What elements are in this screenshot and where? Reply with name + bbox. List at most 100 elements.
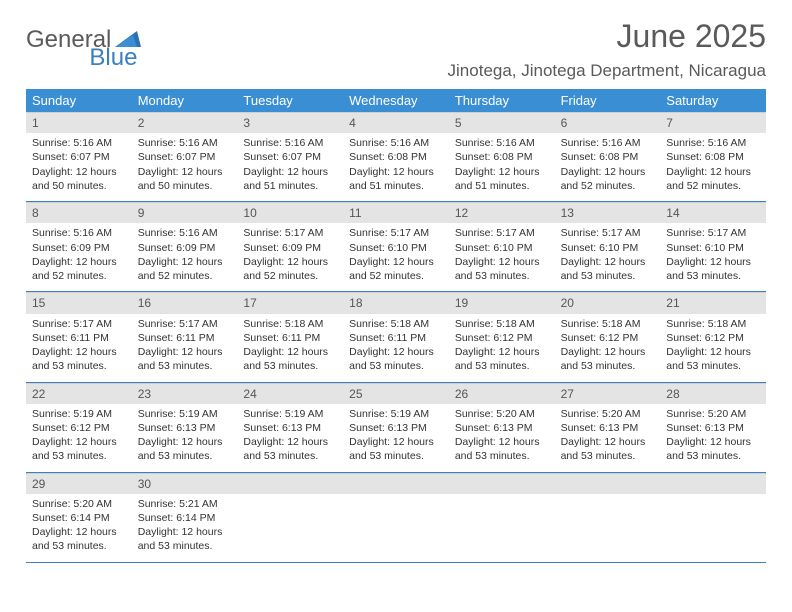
sunset-text: Sunset: 6:07 PM bbox=[243, 150, 337, 164]
sunrise-text: Sunrise: 5:18 AM bbox=[455, 317, 549, 331]
day-body: Sunrise: 5:17 AMSunset: 6:09 PMDaylight:… bbox=[237, 223, 343, 291]
sunrise-text: Sunrise: 5:19 AM bbox=[243, 407, 337, 421]
sunrise-text: Sunrise: 5:20 AM bbox=[666, 407, 760, 421]
day-body bbox=[449, 494, 555, 562]
day-body: Sunrise: 5:19 AMSunset: 6:13 PMDaylight:… bbox=[237, 404, 343, 472]
daylight-text-2: and 53 minutes. bbox=[455, 449, 549, 463]
day-cell: 17Sunrise: 5:18 AMSunset: 6:11 PMDayligh… bbox=[237, 292, 343, 381]
day-body: Sunrise: 5:20 AMSunset: 6:13 PMDaylight:… bbox=[555, 404, 661, 472]
day-cell: 24Sunrise: 5:19 AMSunset: 6:13 PMDayligh… bbox=[237, 383, 343, 472]
weekday-header-row: SundayMondayTuesdayWednesdayThursdayFrid… bbox=[26, 89, 766, 112]
day-cell: 16Sunrise: 5:17 AMSunset: 6:11 PMDayligh… bbox=[132, 292, 238, 381]
week-row: 22 Sunrise: 5:19 AM Sunset: 6:12 PM Dayligh… bbox=[26, 383, 766, 473]
day-number bbox=[449, 473, 555, 494]
daylight-text-2: and 51 minutes. bbox=[455, 179, 549, 193]
day-cell bbox=[343, 473, 449, 562]
day-number: 22 bbox=[26, 383, 132, 404]
sunset-text: Sunset: 6:10 PM bbox=[349, 241, 443, 255]
weekday-header: Tuesday bbox=[237, 89, 343, 112]
daylight-text-2: and 53 minutes. bbox=[455, 359, 549, 373]
daylight-text-2: and 52 minutes. bbox=[666, 179, 760, 193]
daylight-text-2: and 53 minutes. bbox=[32, 359, 126, 373]
sunset-text: Sunset: 6:12 PM bbox=[455, 331, 549, 345]
day-number bbox=[660, 473, 766, 494]
sunset-text: Sunset: 6:13 PM bbox=[138, 421, 232, 435]
day-cell: 13Sunrise: 5:17 AMSunset: 6:10 PMDayligh… bbox=[555, 202, 661, 291]
day-number: 4 bbox=[343, 112, 449, 133]
sunrise-text: Sunrise: 5:18 AM bbox=[666, 317, 760, 331]
sunset-text: Sunset: 6:14 PM bbox=[32, 511, 126, 525]
day-number: 5 bbox=[449, 112, 555, 133]
day-number: 6 bbox=[555, 112, 661, 133]
daylight-text-1: Daylight: 12 hours bbox=[243, 255, 337, 269]
logo-text-blue: Blue bbox=[89, 44, 137, 72]
week-row: 15Sunrise: 5:17 AMSunset: 6:11 PMDayligh… bbox=[26, 292, 766, 382]
sunset-text: Sunset: 6:14 PM bbox=[138, 511, 232, 525]
day-body: Sunrise: 5:16 AMSunset: 6:08 PMDaylight:… bbox=[660, 133, 766, 201]
day-number: 23 bbox=[132, 383, 238, 404]
daylight-text-1: Daylight: 12 hours bbox=[138, 165, 232, 179]
daylight-text-2: and 52 minutes. bbox=[138, 269, 232, 283]
daylight-text-2: and 53 minutes. bbox=[32, 539, 126, 553]
daylight-text-2: and 53 minutes. bbox=[349, 359, 443, 373]
sunrise-text: Sunrise: 5:19 AM bbox=[349, 407, 443, 421]
day-body: Sunrise: 5:18 AMSunset: 6:12 PMDaylight:… bbox=[449, 314, 555, 382]
daylight-text-1: Daylight: 12 hours bbox=[666, 165, 760, 179]
daylight-text-1: Daylight: 12 hours bbox=[32, 345, 126, 359]
week-row: 8Sunrise: 5:16 AMSunset: 6:09 PMDaylight… bbox=[26, 202, 766, 292]
day-cell: 10Sunrise: 5:17 AMSunset: 6:09 PMDayligh… bbox=[237, 202, 343, 291]
day-body: Sunrise: 5:17 AMSunset: 6:10 PMDaylight:… bbox=[449, 223, 555, 291]
day-cell: 1Sunrise: 5:16 AMSunset: 6:07 PMDaylight… bbox=[26, 112, 132, 201]
sunrise-text: Sunrise: 5:17 AM bbox=[666, 226, 760, 240]
daylight-text-1: Daylight: 12 hours bbox=[455, 345, 549, 359]
day-number: 17 bbox=[237, 292, 343, 313]
weekday-header: Wednesday bbox=[343, 89, 449, 112]
day-cell: 3Sunrise: 5:16 AMSunset: 6:07 PMDaylight… bbox=[237, 112, 343, 201]
sunset-text: Sunset: 6:12 PM bbox=[561, 331, 655, 345]
day-body: Sunrise: 5:18 AMSunset: 6:11 PMDaylight:… bbox=[343, 314, 449, 382]
day-number: 20 bbox=[555, 292, 661, 313]
day-body: Sunrise: 5:16 AMSunset: 6:07 PMDaylight:… bbox=[237, 133, 343, 201]
daylight-text-2: and 53 minutes. bbox=[138, 359, 232, 373]
sunset-text: Sunset: 6:11 PM bbox=[138, 331, 232, 345]
day-number: 11 bbox=[343, 202, 449, 223]
day-number: 30 bbox=[132, 473, 238, 494]
day-body: Sunrise: 5:19 AMSunset: 6:13 PMDaylight:… bbox=[132, 404, 238, 472]
sunset-text: Sunset: 6:13 PM bbox=[666, 421, 760, 435]
day-cell: 23Sunrise: 5:19 AMSunset: 6:13 PMDayligh… bbox=[132, 383, 238, 472]
sunrise-text: Sunrise: 5:20 AM bbox=[455, 407, 549, 421]
sunset-text: Sunset: 6:10 PM bbox=[666, 241, 760, 255]
sunset-text: Sunset: 6:11 PM bbox=[32, 331, 126, 345]
day-number: 7 bbox=[660, 112, 766, 133]
day-cell: 6Sunrise: 5:16 AMSunset: 6:08 PMDaylight… bbox=[555, 112, 661, 201]
weekday-header: Sunday bbox=[26, 89, 132, 112]
daylight-text-2: and 52 minutes. bbox=[561, 179, 655, 193]
day-number: 9 bbox=[132, 202, 238, 223]
sunset-text: Sunset: 6:08 PM bbox=[561, 150, 655, 164]
sunset-text: Sunset: 6:12 PM bbox=[32, 421, 126, 435]
daylight-text-2: and 53 minutes. bbox=[561, 449, 655, 463]
daylight-text-1: Daylight: 12 hours bbox=[561, 255, 655, 269]
day-number bbox=[555, 473, 661, 494]
sunrise-text: Sunrise: 5:19 AM bbox=[138, 407, 232, 421]
day-cell: 8Sunrise: 5:16 AMSunset: 6:09 PMDaylight… bbox=[26, 202, 132, 291]
day-body: Sunrise: 5:17 AMSunset: 6:10 PMDaylight:… bbox=[555, 223, 661, 291]
day-cell: 5Sunrise: 5:16 AMSunset: 6:08 PMDaylight… bbox=[449, 112, 555, 201]
weekday-header: Friday bbox=[555, 89, 661, 112]
daylight-text-1: Daylight: 12 hours bbox=[32, 255, 126, 269]
daylight-text-1: Daylight: 12 hours bbox=[243, 345, 337, 359]
sunrise-text: Sunrise: 5:17 AM bbox=[561, 226, 655, 240]
sunset-text: Sunset: 6:07 PM bbox=[32, 150, 126, 164]
sunrise-text: Sunrise: 5:16 AM bbox=[349, 136, 443, 150]
day-cell: 29Sunrise: 5:20 AMSunset: 6:14 PMDayligh… bbox=[26, 473, 132, 562]
day-number bbox=[343, 473, 449, 494]
daylight-text-1: Daylight: 12 hours bbox=[349, 255, 443, 269]
month-title: June 2025 bbox=[448, 18, 766, 55]
day-cell: 4Sunrise: 5:16 AMSunset: 6:08 PMDaylight… bbox=[343, 112, 449, 201]
day-cell: 21Sunrise: 5:18 AMSunset: 6:12 PMDayligh… bbox=[660, 292, 766, 381]
sunrise-text: Sunrise: 5:16 AM bbox=[32, 136, 126, 150]
daylight-text-1: Daylight: 12 hours bbox=[138, 435, 232, 449]
day-cell: 12Sunrise: 5:17 AMSunset: 6:10 PMDayligh… bbox=[449, 202, 555, 291]
day-number: 19 bbox=[449, 292, 555, 313]
day-body bbox=[237, 494, 343, 562]
